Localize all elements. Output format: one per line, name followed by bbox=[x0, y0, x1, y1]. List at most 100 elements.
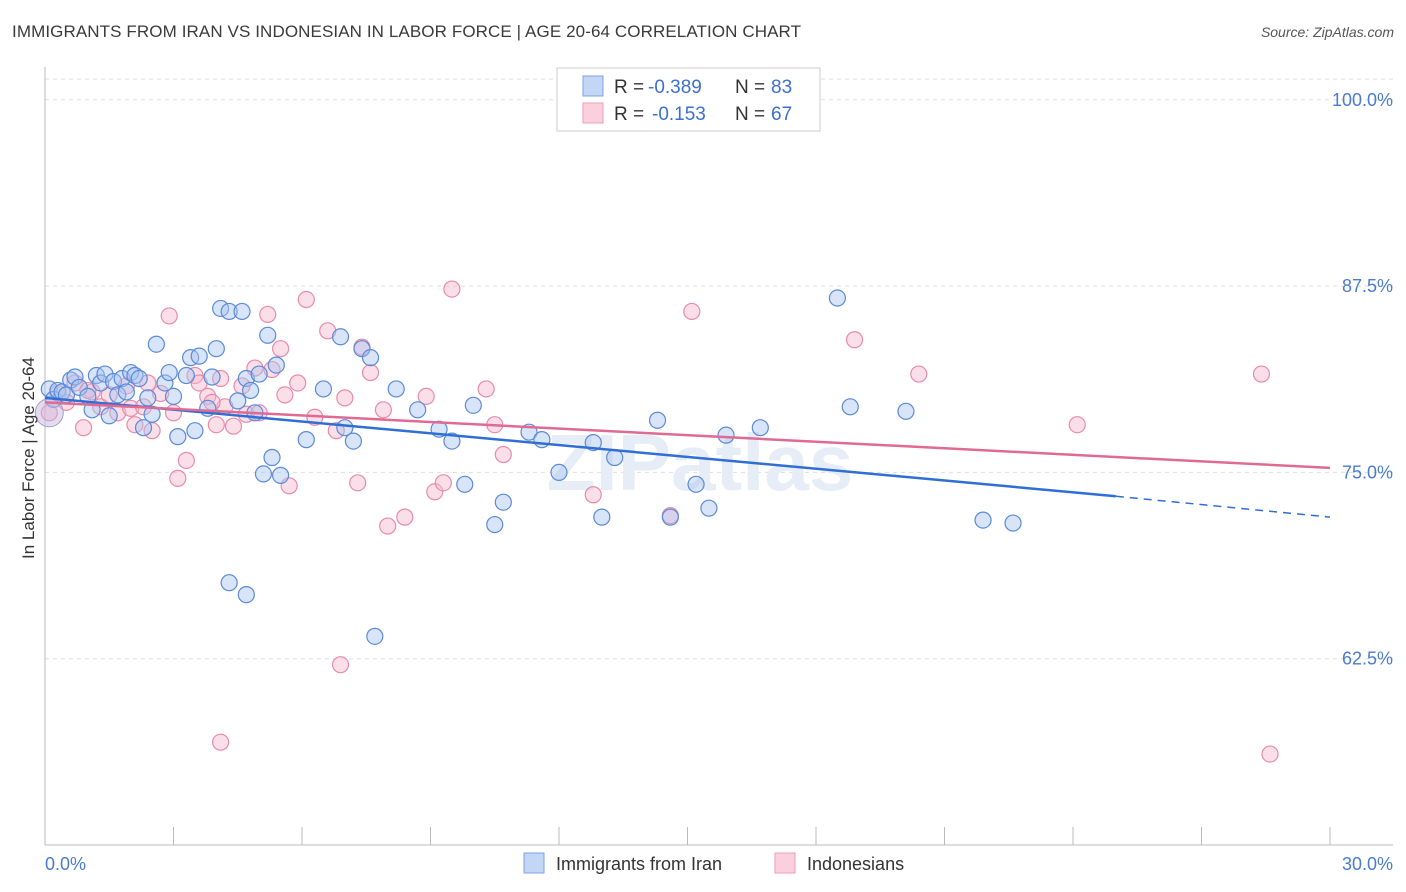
legend-iran-r: -0.389 bbox=[648, 77, 702, 98]
bottom-legend-iran-swatch bbox=[523, 852, 545, 874]
indonesian-point bbox=[207, 416, 225, 434]
bottom-legend-indonesian-label: Indonesians bbox=[807, 854, 904, 874]
indonesian-point bbox=[271, 340, 290, 358]
iran-point bbox=[648, 411, 667, 429]
iran-point bbox=[143, 405, 161, 423]
iran-point bbox=[233, 302, 251, 321]
bottom-legend: Immigrants from Iran Indonesians bbox=[523, 852, 904, 874]
iran-point bbox=[259, 326, 277, 344]
iran-point bbox=[229, 392, 247, 410]
indonesian-point bbox=[259, 305, 277, 324]
iran-point bbox=[134, 419, 153, 437]
source-label: Source: ZipAtlas.com bbox=[1260, 24, 1394, 40]
iran-point bbox=[113, 369, 131, 388]
iran-point bbox=[717, 426, 735, 444]
watermark: ZIPatlas bbox=[547, 418, 854, 507]
iran-point bbox=[160, 363, 178, 382]
iran-point bbox=[203, 368, 221, 386]
indonesian-point bbox=[331, 656, 350, 674]
iran-point bbox=[139, 389, 157, 407]
legend-indonesian-swatch bbox=[582, 102, 604, 124]
legend-r-label: R = bbox=[614, 104, 644, 125]
indonesian-point bbox=[1252, 365, 1271, 383]
iran-point bbox=[443, 432, 461, 450]
iran-point bbox=[147, 335, 165, 353]
iran-point bbox=[237, 586, 255, 604]
iran-point bbox=[92, 374, 110, 392]
iran-point bbox=[220, 574, 238, 592]
iran-point bbox=[314, 380, 333, 398]
iran-point bbox=[456, 475, 474, 493]
iran-point bbox=[70, 378, 88, 397]
indonesian-point bbox=[443, 280, 461, 298]
iran-point bbox=[100, 407, 118, 425]
indonesian-point bbox=[169, 469, 187, 487]
indonesian-point bbox=[74, 419, 93, 437]
legend-r-label: R = bbox=[614, 77, 644, 98]
indonesian-point bbox=[417, 387, 435, 405]
iran-point bbox=[186, 422, 204, 440]
indonesian-point bbox=[349, 474, 367, 492]
iran-point bbox=[897, 402, 915, 420]
indonesians-points bbox=[40, 280, 1279, 763]
y-tick-label: 75.0% bbox=[1342, 462, 1393, 482]
indonesian-point bbox=[212, 733, 230, 751]
bottom-legend-indonesian-swatch bbox=[774, 852, 796, 874]
tick-labels: 100.0% 87.5% 75.0% 62.5% 0.0% 30.0% bbox=[45, 90, 1393, 874]
iran-point bbox=[207, 340, 225, 358]
indonesian-trend-line bbox=[44, 401, 1331, 470]
iran-point bbox=[1004, 514, 1022, 532]
iran-point bbox=[387, 380, 405, 398]
iran-point bbox=[366, 627, 384, 645]
iran-point bbox=[130, 369, 148, 388]
iran-point bbox=[182, 349, 200, 367]
iran-point bbox=[267, 356, 285, 374]
trend-lines bbox=[44, 396, 1331, 518]
indonesian-point bbox=[477, 380, 495, 398]
y-tick-label: 100.0% bbox=[1332, 90, 1393, 110]
y-tick-label: 62.5% bbox=[1342, 649, 1393, 669]
legend-n-label: N = bbox=[735, 77, 765, 98]
axes bbox=[44, 67, 1393, 846]
iran-point bbox=[117, 383, 135, 401]
indonesian-point bbox=[374, 401, 392, 419]
indonesian-point bbox=[361, 363, 380, 382]
x-tick-label: 30.0% bbox=[1342, 854, 1393, 874]
iran-point bbox=[190, 347, 208, 365]
iran-point bbox=[336, 419, 354, 437]
legend-indonesian-r: -0.153 bbox=[652, 104, 706, 125]
legend-box: R = -0.389 N = 83 R = -0.153 N = 67 bbox=[556, 67, 821, 132]
iran-point bbox=[700, 499, 718, 517]
indonesian-point bbox=[1261, 745, 1279, 763]
iran-point bbox=[254, 465, 273, 483]
indonesian-point bbox=[289, 374, 307, 392]
indonesian-point bbox=[683, 302, 701, 321]
indonesian-point bbox=[396, 508, 414, 526]
iran-point bbox=[169, 428, 187, 446]
indonesian-point bbox=[164, 404, 183, 422]
iran-point bbox=[661, 508, 679, 526]
iran-point bbox=[409, 401, 427, 419]
iran-point bbox=[263, 448, 281, 467]
indonesian-point bbox=[584, 486, 602, 504]
indonesian-point bbox=[845, 331, 864, 349]
indonesian-point bbox=[379, 517, 397, 535]
iran-point bbox=[177, 366, 195, 385]
iran-trend-extension bbox=[1115, 495, 1331, 518]
y-tick-label: 87.5% bbox=[1342, 276, 1393, 296]
legend-n-label: N = bbox=[735, 104, 765, 125]
iran-point bbox=[361, 349, 380, 367]
iran-point bbox=[164, 387, 183, 405]
y-axis-label: In Labor Force | Age 20-64 bbox=[19, 357, 38, 559]
legend-iran-swatch bbox=[582, 75, 604, 97]
iran-point bbox=[974, 511, 992, 529]
iran-point bbox=[494, 493, 512, 511]
iran-point bbox=[156, 374, 174, 392]
iran-trend-line bbox=[44, 396, 1116, 498]
iran-point bbox=[841, 398, 859, 416]
iran-point bbox=[828, 289, 847, 307]
iran-point bbox=[344, 432, 362, 450]
indonesian-point bbox=[336, 389, 354, 407]
indonesian-point bbox=[276, 386, 294, 404]
